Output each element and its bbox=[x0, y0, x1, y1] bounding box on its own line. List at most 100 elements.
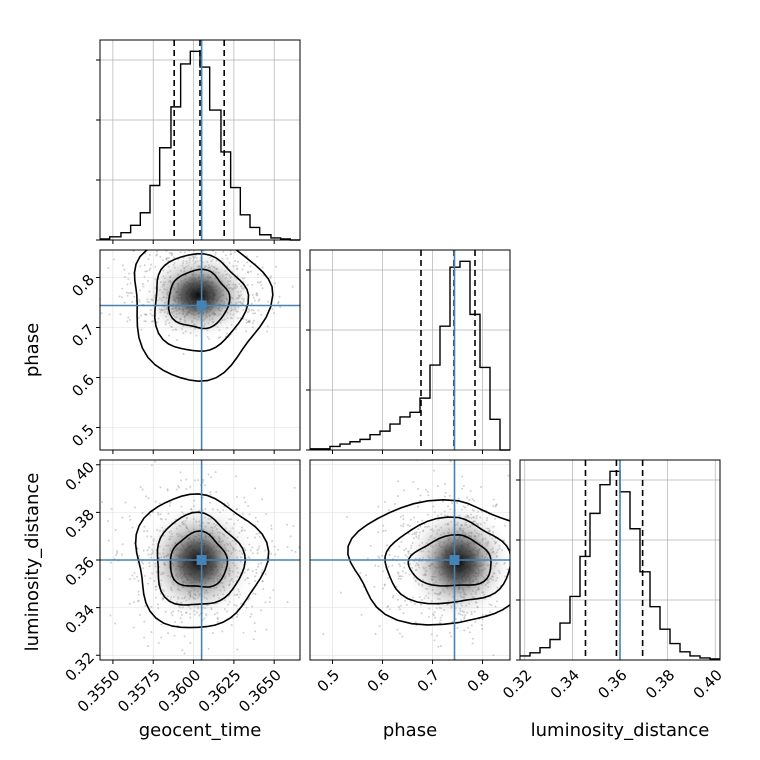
sample-point bbox=[127, 316, 130, 319]
sample-point bbox=[397, 572, 400, 575]
sample-point bbox=[253, 246, 255, 248]
sample-point bbox=[472, 637, 475, 640]
sample-point bbox=[399, 575, 402, 578]
sample-point bbox=[253, 536, 256, 539]
sample-point bbox=[441, 500, 444, 503]
sample-point bbox=[121, 287, 124, 290]
sample-point bbox=[480, 485, 483, 488]
sample-point bbox=[154, 500, 157, 503]
sample-point bbox=[265, 512, 268, 515]
sample-point bbox=[222, 250, 225, 253]
truth-marker bbox=[449, 555, 460, 565]
sample-point bbox=[463, 629, 466, 632]
contour-line bbox=[134, 493, 270, 629]
sample-point bbox=[138, 298, 141, 301]
sample-point bbox=[139, 289, 142, 292]
sample-point bbox=[254, 487, 257, 490]
sample-point bbox=[471, 497, 474, 500]
sample-point bbox=[227, 504, 230, 507]
panel-content bbox=[310, 460, 520, 660]
sample-point bbox=[156, 511, 159, 514]
sample-point bbox=[121, 516, 124, 519]
sample-point bbox=[518, 533, 520, 535]
sample-point bbox=[387, 604, 390, 607]
sample-point bbox=[121, 543, 124, 546]
sample-point bbox=[107, 266, 110, 269]
sample-point bbox=[79, 315, 81, 317]
sample-point bbox=[260, 313, 263, 316]
sample-point bbox=[197, 479, 200, 482]
x-tick-label: 0.5 bbox=[314, 666, 344, 696]
sample-point bbox=[503, 524, 506, 527]
sample-point bbox=[235, 475, 238, 478]
sample-point bbox=[137, 593, 140, 596]
sample-point bbox=[257, 547, 260, 550]
sample-point bbox=[427, 494, 430, 497]
sample-point bbox=[159, 255, 162, 258]
sample-point bbox=[139, 486, 142, 489]
sample-point bbox=[383, 501, 386, 504]
sample-point bbox=[397, 575, 400, 578]
sample-point bbox=[126, 283, 129, 286]
sample-point bbox=[373, 585, 376, 588]
sample-point bbox=[286, 523, 289, 526]
sample-point bbox=[374, 633, 377, 636]
sample-point bbox=[266, 300, 269, 303]
sample-point bbox=[140, 244, 142, 246]
sample-point bbox=[114, 622, 117, 625]
sample-point bbox=[386, 576, 389, 579]
sample-point bbox=[400, 541, 403, 544]
sample-point bbox=[132, 626, 135, 629]
sample-point bbox=[257, 563, 260, 566]
sample-point bbox=[401, 570, 404, 573]
sample-point bbox=[257, 309, 260, 312]
sample-point bbox=[261, 266, 264, 269]
sample-point bbox=[259, 280, 262, 283]
sample-point bbox=[277, 300, 280, 303]
sample-point bbox=[250, 613, 253, 616]
sample-point bbox=[179, 471, 182, 474]
sample-point bbox=[143, 636, 146, 639]
sample-point bbox=[126, 294, 129, 297]
sample-point bbox=[510, 564, 512, 566]
sample-point bbox=[291, 285, 294, 288]
sample-point bbox=[144, 320, 147, 323]
sample-point bbox=[107, 520, 110, 523]
sample-point bbox=[266, 330, 269, 333]
sample-point bbox=[382, 524, 385, 527]
sample-point bbox=[366, 557, 369, 560]
sample-point bbox=[339, 591, 342, 594]
sample-point bbox=[254, 630, 257, 633]
sample-point bbox=[183, 635, 186, 638]
sample-point bbox=[143, 525, 146, 528]
sample-point bbox=[249, 265, 252, 268]
sample-point bbox=[401, 635, 404, 638]
sample-point bbox=[512, 586, 514, 588]
sample-point bbox=[248, 513, 251, 516]
sample-point bbox=[167, 632, 170, 635]
sample-point bbox=[157, 244, 159, 246]
sample-point bbox=[378, 625, 381, 628]
y-tick-label: 0.40 bbox=[62, 458, 98, 494]
sample-point bbox=[387, 565, 390, 568]
sample-point bbox=[222, 248, 224, 250]
sample-point bbox=[124, 501, 127, 504]
sample-point bbox=[511, 521, 513, 523]
sample-point bbox=[137, 599, 140, 602]
sample-point bbox=[279, 306, 282, 309]
sample-point bbox=[229, 253, 232, 256]
sample-point bbox=[173, 634, 176, 637]
sample-point bbox=[253, 580, 256, 583]
sample-point bbox=[235, 615, 238, 618]
x-axis-label-geocent_time: geocent_time bbox=[139, 720, 262, 741]
sample-point bbox=[472, 499, 475, 502]
sample-point bbox=[154, 460, 157, 463]
sample-point bbox=[128, 602, 131, 605]
contour-line bbox=[169, 530, 229, 588]
sample-point bbox=[242, 631, 245, 634]
sample-point bbox=[471, 642, 474, 645]
sample-point bbox=[360, 613, 363, 616]
sample-point bbox=[256, 273, 259, 276]
sample-point bbox=[128, 318, 131, 321]
